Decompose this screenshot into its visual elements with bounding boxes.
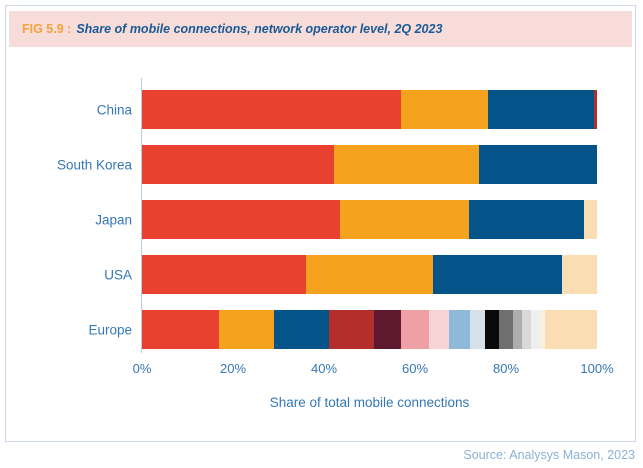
category-label-japan: Japan (95, 212, 132, 227)
x-tick-label-100-: 100% (580, 361, 614, 376)
bar-segment-usa-1 (142, 255, 306, 294)
category-label-europe: Europe (88, 322, 132, 337)
bar-segment-europe-10 (485, 310, 500, 349)
category-label-south-korea: South Korea (56, 157, 132, 172)
bar-segment-europe-2 (219, 310, 274, 349)
bar-segment-china-1 (142, 90, 402, 129)
figure-tag: FIG 5.9 : (22, 22, 72, 36)
figure-header: FIG 5.9 : Share of mobile connections, n… (9, 11, 632, 47)
bar-track-usa (142, 255, 597, 294)
bar-segment-europe-5 (374, 310, 402, 349)
bar-row-japan: Japan (95, 200, 597, 239)
bar-segment-china-2 (401, 90, 488, 129)
bar-row-south-korea: South Korea (57, 145, 597, 184)
figure-card: FIG 5.9 : Share of mobile connections, n… (5, 5, 636, 442)
bar-segment-south-korea-2 (334, 145, 480, 184)
x-tick-label-40-: 40% (310, 361, 338, 376)
chart-area: China South Korea Japan USA Europe 0% 20% 40% 6… (6, 6, 643, 468)
bar-segment-japan-1 (142, 200, 340, 239)
bar-segment-europe-11 (499, 310, 513, 349)
bar-row-usa: USA (104, 255, 597, 294)
bar-segment-europe-1 (142, 310, 220, 349)
x-tick-label-60-: 60% (401, 361, 429, 376)
bar-track-japan (142, 200, 597, 239)
figure-title: Share of mobile connections, network ope… (76, 22, 443, 36)
bar-segment-europe-14 (530, 310, 541, 349)
bar-segment-europe-3 (273, 310, 329, 349)
bar-segment-europe-15 (540, 310, 545, 349)
bar-segment-japan-3 (469, 200, 584, 239)
bar-segment-europe-7 (428, 310, 450, 349)
bar-segment-japan-2 (339, 200, 470, 239)
category-label-china: China (96, 102, 132, 117)
x-tick-label-80-: 80% (492, 361, 520, 376)
bar-segment-usa-4 (561, 255, 597, 294)
bar-segment-europe-8 (449, 310, 470, 349)
bar-track-europe (142, 310, 597, 349)
bar-segment-usa-2 (305, 255, 434, 294)
bar-track-south-korea (142, 145, 597, 184)
x-axis-ticks: 0% 20% 40% 60% 80% 100% (133, 361, 614, 377)
bar-segment-europe-6 (401, 310, 429, 349)
bar-segment-usa-3 (433, 255, 562, 294)
bar-segment-china-3 (487, 90, 594, 129)
bar-segment-japan-4 (583, 200, 597, 239)
bar-segment-europe-13 (521, 310, 531, 349)
bar-row-europe: Europe (88, 310, 597, 349)
bar-segment-south-korea-3 (479, 145, 597, 184)
bar-segment-europe-12 (512, 310, 522, 349)
x-axis-title: Share of total mobile connections (269, 395, 470, 410)
x-tick-label-20-: 20% (219, 361, 247, 376)
bar-row-china: China (97, 90, 597, 129)
bar-segment-south-korea-1 (142, 145, 334, 184)
category-label-usa: USA (104, 267, 132, 282)
y-axis-line (141, 78, 142, 353)
bar-segment-china-4 (593, 90, 597, 129)
bar-track-china (142, 90, 597, 129)
source-credit: Source: Analysys Mason, 2023 (463, 448, 635, 462)
bar-segment-europe-9 (469, 310, 486, 349)
bar-rows: China South Korea Japan USA Europe (57, 90, 597, 349)
bar-segment-europe-4 (328, 310, 375, 349)
bar-segment-europe-16 (544, 310, 597, 349)
x-tick-label-0-: 0% (132, 361, 152, 376)
